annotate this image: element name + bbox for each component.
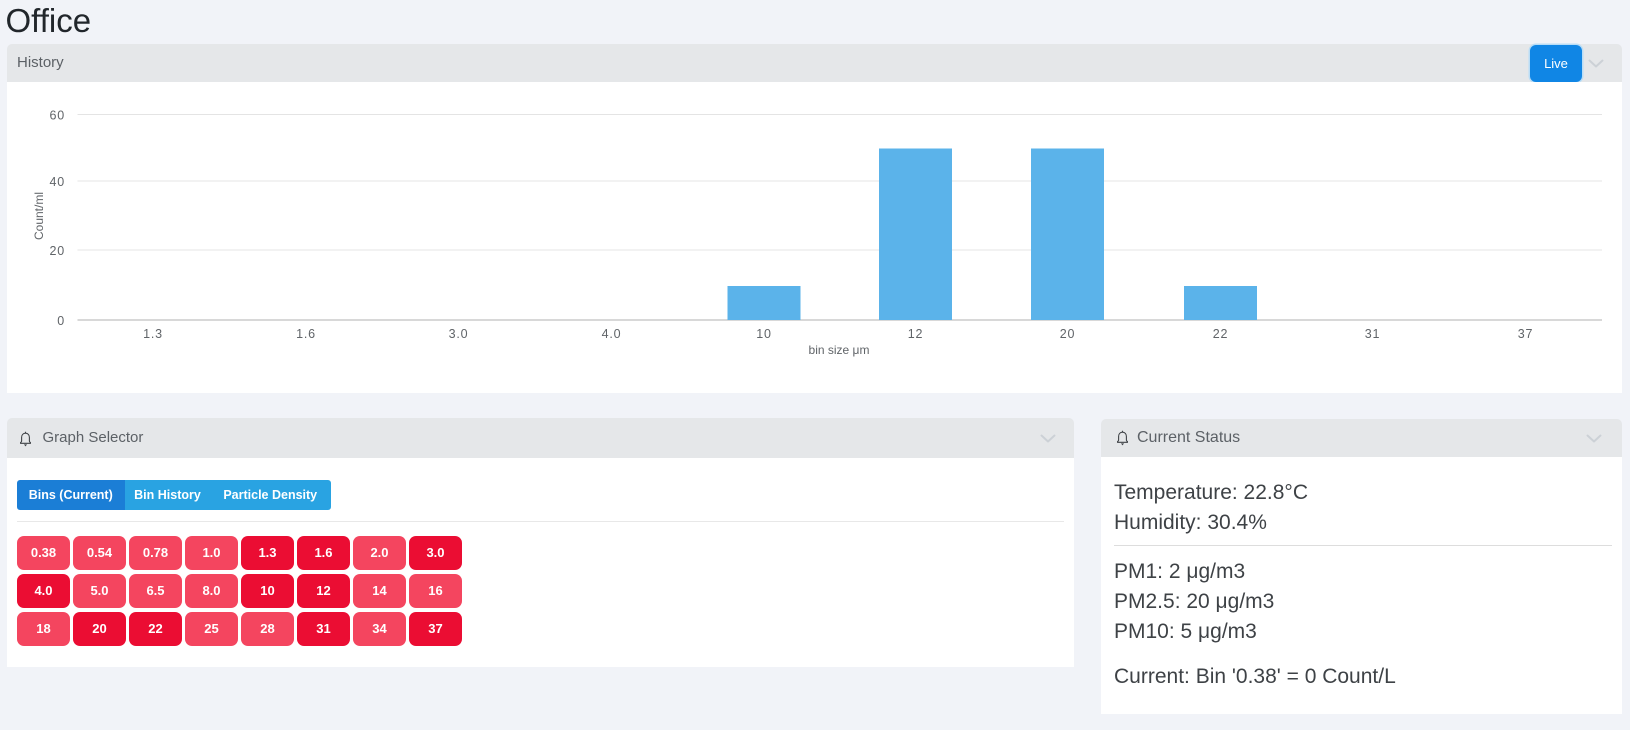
svg-text:1.6: 1.6 <box>296 327 316 341</box>
svg-text:22: 22 <box>1213 327 1229 341</box>
svg-text:4.0: 4.0 <box>602 327 622 341</box>
svg-text:10: 10 <box>756 327 772 341</box>
svg-text:40: 40 <box>49 175 65 189</box>
svg-text:1.3: 1.3 <box>143 327 163 341</box>
svg-text:0: 0 <box>57 314 65 328</box>
svg-text:20: 20 <box>49 244 65 258</box>
svg-text:bin size μm: bin size μm <box>809 343 870 357</box>
svg-text:12: 12 <box>908 327 924 341</box>
svg-text:31: 31 <box>1365 327 1381 341</box>
svg-text:60: 60 <box>49 109 65 123</box>
svg-text:3.0: 3.0 <box>449 327 469 341</box>
svg-text:37: 37 <box>1518 327 1534 341</box>
svg-text:20: 20 <box>1060 327 1076 341</box>
svg-text:Count/ml: Count/ml <box>32 192 46 240</box>
